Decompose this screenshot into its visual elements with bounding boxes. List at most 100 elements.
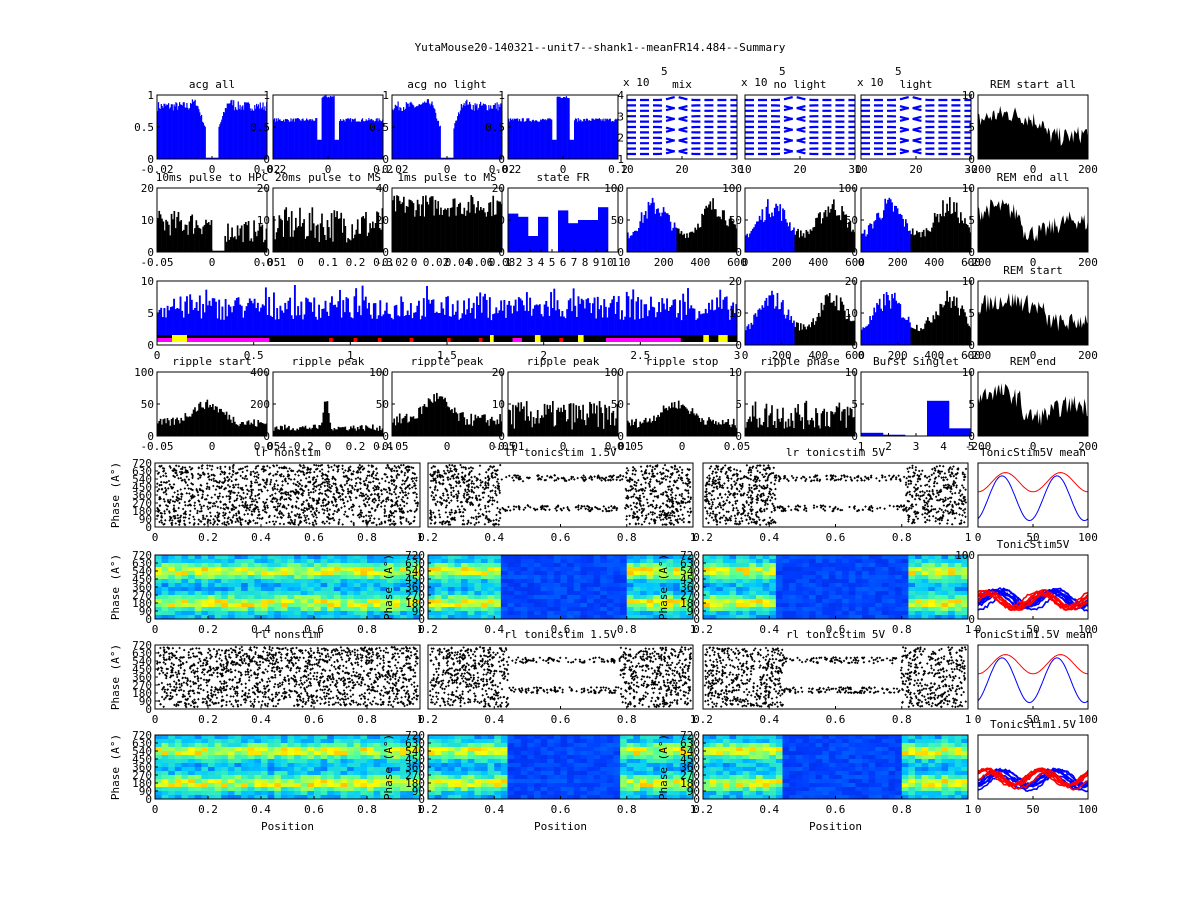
- heatmap-cell: [580, 603, 588, 608]
- heatmap-cell: [795, 579, 803, 584]
- histogram-bar: [231, 422, 233, 436]
- histogram-bar: [903, 226, 906, 252]
- heatmap-cell: [280, 587, 288, 592]
- histogram-bar: [258, 223, 261, 252]
- panel-title: acg all: [189, 78, 235, 91]
- histogram-bar: [455, 412, 457, 436]
- histogram-bar: [826, 216, 828, 252]
- histogram-bar: [187, 107, 189, 159]
- heatmap-cell: [261, 771, 269, 776]
- histogram-bar: [358, 233, 360, 252]
- y-tick-label: 50: [611, 214, 624, 227]
- histogram-bar: [416, 199, 419, 252]
- histogram-bar: [782, 208, 784, 252]
- histogram-bar: [512, 404, 514, 436]
- heatmap-cell: [948, 615, 956, 620]
- histogram-bar: [599, 119, 601, 159]
- heatmap-cell: [441, 563, 449, 568]
- histogram-bar: [389, 314, 391, 339]
- heatmap-cell: [174, 615, 182, 620]
- heatmap-cell: [181, 587, 189, 592]
- heatmap-cell: [716, 615, 724, 620]
- y-tick-label: 540: [132, 655, 152, 668]
- heatmap-cell: [620, 555, 628, 560]
- histogram-bar: [693, 232, 695, 252]
- histogram-bar: [256, 106, 259, 159]
- heatmap-cell: [247, 767, 255, 772]
- histogram-bar: [413, 105, 415, 159]
- heatmap-cell: [560, 555, 568, 560]
- heatmap-cell: [214, 571, 222, 576]
- heatmap-cell: [646, 611, 654, 616]
- histogram-bar: [790, 413, 793, 436]
- heatmap-cell: [868, 607, 876, 612]
- heatmap-cell: [214, 599, 222, 604]
- histogram-bar: [484, 293, 486, 339]
- histogram-bar: [950, 307, 953, 345]
- heatmap-cell: [815, 567, 823, 572]
- histogram-bar: [308, 301, 311, 339]
- histogram-bar: [377, 212, 380, 252]
- histogram-bar: [699, 314, 702, 339]
- heatmap-cell: [769, 567, 777, 572]
- histogram-bar: [376, 118, 378, 159]
- heatmap-cell: [367, 611, 375, 616]
- histogram-bar: [610, 121, 612, 159]
- histogram-bar: [892, 211, 895, 252]
- heatmap-cell: [234, 751, 242, 756]
- histogram-bar: [532, 308, 535, 339]
- histogram-bar: [500, 103, 502, 159]
- histogram-bar: [196, 105, 198, 159]
- heatmap-cell: [600, 599, 608, 604]
- heatmap-cell: [174, 775, 182, 780]
- histogram-bar: [427, 299, 430, 339]
- heatmap-cell: [221, 787, 229, 792]
- histogram-bar: [849, 407, 852, 436]
- heatmap-cell: [915, 603, 923, 608]
- waveform-trace: [627, 104, 737, 110]
- heatmap-cell: [201, 751, 209, 756]
- histogram-bar: [296, 118, 299, 159]
- heatmap-cell: [174, 755, 182, 760]
- heatmap-cell: [267, 771, 275, 776]
- heatmap-cell: [815, 571, 823, 576]
- heatmap-cell: [775, 563, 783, 568]
- trial-trace: [977, 589, 1089, 608]
- y-tick-label: 0.5: [134, 121, 154, 134]
- x-tick-label: 0.5: [244, 349, 264, 362]
- histogram-bar: [542, 119, 545, 159]
- histogram-bar: [207, 222, 210, 252]
- histogram-bar: [922, 328, 925, 345]
- histogram-bar: [809, 420, 812, 436]
- histogram-bar: [285, 119, 288, 159]
- heatmap-cell: [908, 603, 916, 608]
- histogram-bar: [552, 139, 555, 159]
- histogram-bar: [812, 227, 815, 252]
- heatmap-cell: [247, 611, 255, 616]
- heatmap-cell: [666, 603, 674, 608]
- heatmap-cell: [261, 787, 269, 792]
- histogram-bar: [365, 425, 367, 436]
- heatmap-cell: [749, 583, 757, 588]
- histogram-bar: [828, 293, 831, 345]
- x-tick-label: 200: [1078, 163, 1098, 176]
- x-tick-label: 30: [848, 163, 861, 176]
- y-axis-label: Phase (A°): [109, 462, 122, 528]
- histogram-bar: [166, 418, 169, 436]
- heatmap-cell: [188, 775, 196, 780]
- heatmap-cell: [353, 579, 361, 584]
- histogram-bar: [351, 318, 354, 339]
- heatmap-cell: [527, 567, 535, 572]
- heatmap-cell: [307, 563, 315, 568]
- heatmap-cell: [547, 607, 555, 612]
- y-tick-label: 0: [498, 430, 505, 443]
- heatmap-cell: [795, 563, 803, 568]
- heatmap-cell: [201, 767, 209, 772]
- y-tick-label: 0.5: [250, 121, 270, 134]
- heatmap-cell: [934, 583, 942, 588]
- histogram-bar: [326, 96, 328, 159]
- heatmap-cell: [567, 563, 575, 568]
- histogram-bar: [935, 311, 937, 345]
